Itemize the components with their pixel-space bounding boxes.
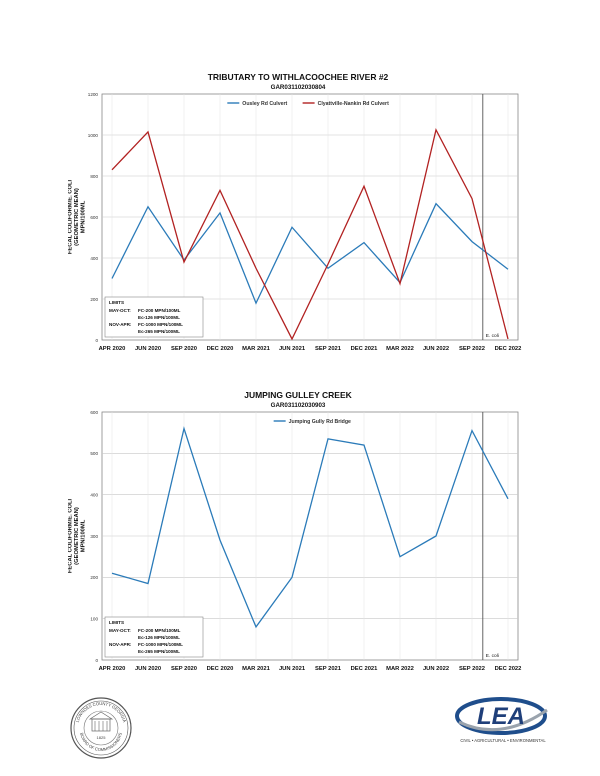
- chart2-x-tick-label: DEC 2022: [495, 666, 522, 672]
- chart2-y-tick-label: 400: [90, 492, 98, 497]
- chart1-y-axis-label-line: (GEOMETRIC MEAN): [74, 188, 80, 246]
- chart2-x-tick-label: JUN 2022: [423, 666, 449, 672]
- chart1-y-axis-label-line: FECAL COLIFORM/E. COLI: [68, 179, 74, 254]
- chart2-limits-header: LIMITS: [109, 620, 124, 625]
- chart1-limits-box: [104, 296, 204, 338]
- chart-tributary-svg: TRIBUTARY TO WITHLACOOCHEE RIVER #2 GAR03…: [68, 72, 522, 352]
- chart2-y-tick-label: 200: [90, 575, 98, 580]
- chart2-x-tick-label: JUN 2020: [135, 666, 161, 672]
- chart1-y-tick-label: 400: [90, 256, 98, 261]
- chart2-ecoli-marker-label: E. coli: [486, 653, 499, 659]
- chart2-x-tick-label: MAR 2021: [242, 666, 270, 672]
- chart-jumping-gulley-svg: JUMPING GULLEY CREEK GAR031102030903 0 100 2…: [68, 390, 522, 672]
- chart1-y-axis-label: FECAL COLIFORM/E. COLI (GEOMETRIC MEAN) MP…: [68, 179, 87, 254]
- chart1-y-tick-label: 200: [90, 297, 98, 302]
- chart2-x-tick-label: SEP 2021: [315, 666, 342, 672]
- chart1-limits-season: MAY-OCT:: [109, 308, 131, 313]
- chart2-subtitle: GAR031102030903: [271, 402, 326, 409]
- chart1-y-tick-label: 1000: [88, 133, 99, 138]
- chart1-x-tick-label: DEC 2022: [495, 346, 522, 352]
- chart2-title: JUMPING GULLEY CREEK: [244, 390, 352, 400]
- chart1-y-tick-label: 0: [95, 338, 98, 343]
- chart1-limits-value: FC-1000 MPN/100ML: [138, 322, 183, 327]
- chart2-y-tick-label: 100: [90, 616, 98, 621]
- chart2-y-axis-label-line: (GEOMETRIC MEAN): [74, 507, 80, 565]
- chart1-series-line-1: [111, 202, 509, 305]
- chart2-y-tick-label: 300: [90, 534, 98, 539]
- chart1-subtitle: GAR031102030804: [271, 84, 326, 91]
- lea-logo-text: LEA: [477, 703, 525, 730]
- chart1-limits-header: LIMITS: [109, 300, 124, 305]
- chart2-limits-season: NOV-APR:: [109, 642, 132, 647]
- chart-tributary: TRIBUTARY TO WITHLACOOCHEE RIVER #2 GAR03…: [68, 70, 528, 360]
- chart1-x-tick-label: MAR 2022: [386, 346, 414, 352]
- chart1-x-tick-label: SEP 2020: [171, 346, 197, 352]
- chart1-title: TRIBUTARY TO WITHLACOOCHEE RIVER #2: [208, 72, 389, 82]
- chart1-x-tick-label: JUN 2022: [423, 346, 449, 352]
- chart2-limits-value: Ec-126 MPN/100ML: [138, 635, 180, 640]
- chart1-x-tick-label: SEP 2021: [315, 346, 342, 352]
- chart2-x-tick-label: SEP 2022: [459, 666, 485, 672]
- chart1-legend-label-2: Clyattville-Nankin Rd Culvert: [318, 101, 389, 107]
- county-seal-icon: LOWNDES COUNTY GEORGIA BOARD OF COMMISSI…: [70, 697, 132, 759]
- chart1-ecoli-marker-label: E. coli: [486, 333, 499, 339]
- seal-year: 1825: [97, 735, 107, 740]
- chart1-y-axis-label-line: MPN/100ML: [81, 200, 87, 233]
- chart-jumping-gulley: JUMPING GULLEY CREEK GAR031102030903 0 100 2…: [68, 388, 528, 680]
- chart1-legend-label-1: Ousley Rd Culvert: [242, 101, 287, 107]
- chart1-x-tick-label: DEC 2020: [207, 346, 234, 352]
- chart2-y-tick-label: 500: [90, 451, 98, 456]
- chart2-x-tick-label: JUN 2021: [279, 666, 306, 672]
- chart2-y-axis-label: FECAL COLIFORM/E. COLI (GEOMETRIC MEAN) MP…: [68, 498, 87, 573]
- chart1-series-line-2: [111, 128, 509, 341]
- chart1-x-tick-label: SEP 2022: [459, 346, 485, 352]
- chart2-x-tick-label: APR 2020: [99, 666, 126, 672]
- chart2-limits-value: Ec-265 MPN/100ML: [138, 649, 180, 654]
- chart1-limits-season: NOV-APR:: [109, 322, 132, 327]
- chart1-x-tick-label: MAR 2021: [242, 346, 270, 352]
- chart1-x-tick-label: DEC 2021: [351, 346, 379, 352]
- chart2-x-tick-label: DEC 2020: [207, 666, 234, 672]
- chart2-x-tick-label: SEP 2020: [171, 666, 197, 672]
- chart2-y-axis-label-line: MPN/100ML: [81, 519, 87, 552]
- chart1-x-tick-label: JUN 2021: [279, 346, 306, 352]
- chart2-limits-value: FC-200 MPN/100ML: [138, 628, 181, 633]
- chart2-y-tick-label: 0: [95, 658, 98, 663]
- chart2-x-tick-label: DEC 2021: [351, 666, 379, 672]
- chart1-limits-value: FC-200 MPN/100ML: [138, 308, 181, 313]
- chart2-legend-label-1: Jumping Gully Rd Bridge: [289, 419, 351, 425]
- chart2-y-axis-label-line: FECAL COLIFORM/E. COLI: [68, 498, 74, 573]
- chart2-x-tick-label: MAR 2022: [386, 666, 414, 672]
- chart1-y-tick-label: 800: [90, 174, 98, 179]
- chart2-y-tick-label: 600: [90, 410, 98, 415]
- chart2-series-line-1: [111, 426, 509, 629]
- chart1-x-tick-label: JUN 2020: [135, 346, 161, 352]
- chart2-limits-box: [104, 616, 204, 658]
- chart1-x-tick-label: APR 2020: [99, 346, 126, 352]
- lea-logo-tagline: CIVIL • AGRICULTURAL • ENVIRONMENTAL: [460, 738, 546, 743]
- chart1-y-tick-label: 1200: [88, 92, 99, 97]
- chart2-limits-value: FC-1000 MPN/100ML: [138, 642, 183, 647]
- chart1-limits-value: Ec-265 MPN/100ML: [138, 329, 180, 334]
- lea-logo-icon: LEA CIVIL • AGRICULTURAL • ENVIRONMENTAL: [455, 696, 555, 744]
- chart1-y-tick-label: 600: [90, 215, 98, 220]
- chart1-limits-value: Ec-126 MPN/100ML: [138, 315, 180, 320]
- chart2-limits-season: MAY-OCT:: [109, 628, 131, 633]
